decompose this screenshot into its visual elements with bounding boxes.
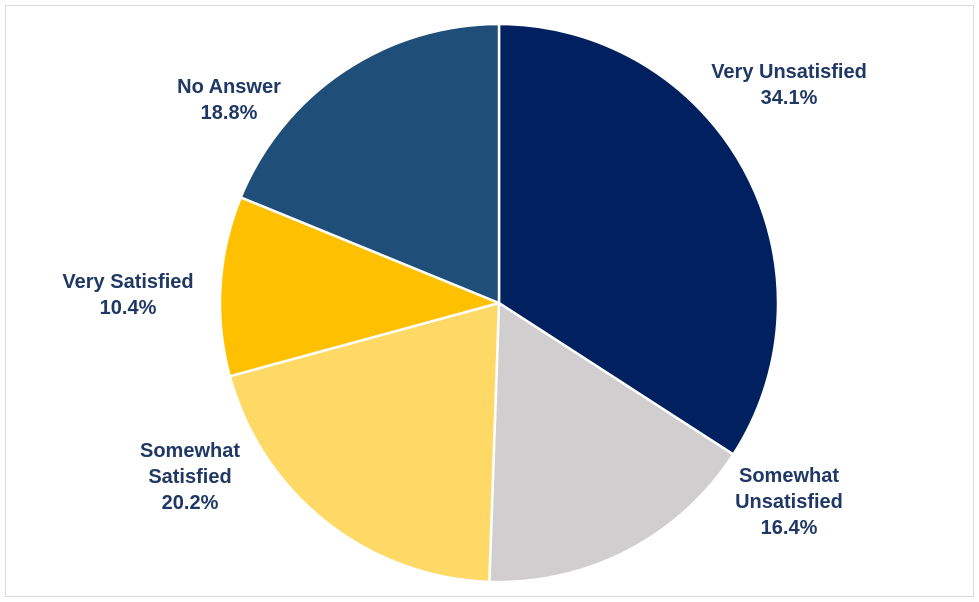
slice-category-label: Satisfied	[148, 466, 231, 488]
slice-category-label: Somewhat	[739, 465, 839, 487]
pie-slice-no-answer	[239, 22, 501, 305]
slice-percent-label: 34.1%	[761, 87, 818, 109]
data-label-somewhat-unsatisfied: Somewhat Unsatisfied 16.4%	[735, 465, 843, 539]
slice-category-label: Very Satisfied	[62, 271, 193, 293]
pie-slice-somewhat-unsatisfied	[488, 301, 735, 584]
slice-percent-label: 16.4%	[761, 517, 818, 539]
slice-category-label: Somewhat	[140, 440, 240, 462]
pie-slice-somewhat-satisfied	[228, 301, 501, 584]
pie-slice-very-satisfied	[218, 196, 501, 378]
slice-percent-label: 10.4%	[100, 297, 157, 319]
slice-category-label: No Answer	[177, 76, 281, 98]
slice-percent-label: 18.8%	[201, 102, 258, 124]
data-label-very-satisfied: Very Satisfied 10.4%	[62, 271, 193, 319]
data-label-somewhat-satisfied: Somewhat Satisfied 20.2%	[140, 440, 240, 514]
slice-percent-label: 20.2%	[162, 492, 219, 514]
data-label-no-answer: No Answer 18.8%	[177, 76, 281, 124]
slice-category-label: Unsatisfied	[735, 491, 843, 513]
data-label-very-unsatisfied: Very Unsatisfied 34.1%	[711, 61, 867, 109]
slice-category-label: Very Unsatisfied	[711, 61, 867, 83]
